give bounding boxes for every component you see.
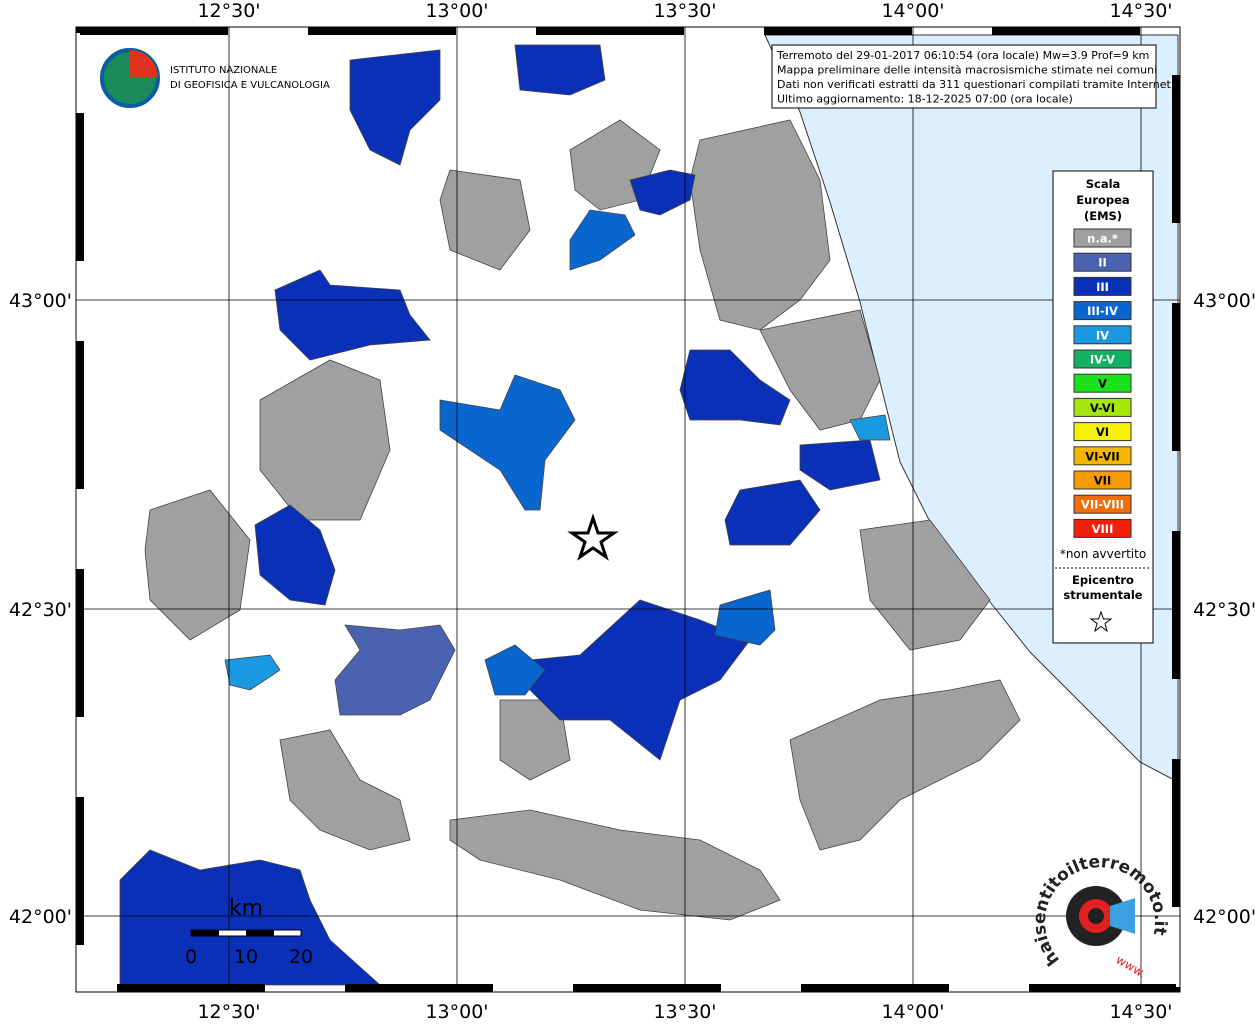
legend-swatch <box>1073 349 1132 369</box>
lon-label: 12°30' <box>197 0 260 22</box>
scale-unit: km <box>229 896 263 921</box>
lat-label: 43°00' <box>9 290 72 312</box>
legend-epicenter: Epicentro <box>1072 573 1134 587</box>
legend-label: VI <box>1096 425 1109 439</box>
lon-label: 13°00' <box>425 0 488 22</box>
municipality <box>449 809 781 921</box>
lon-label: 14°30' <box>1109 1001 1172 1023</box>
lat-label: 43°00' <box>1193 290 1255 312</box>
municipality <box>514 44 606 96</box>
info-line: Terremoto del 29-01-2017 06:10:54 (ora l… <box>776 49 1149 62</box>
legend-label: VII-VIII <box>1081 498 1124 512</box>
municipality <box>439 169 531 271</box>
graticule <box>76 27 1180 992</box>
scale-label: 10 <box>234 946 258 968</box>
badge-speaker <box>1110 898 1135 934</box>
municipality <box>859 519 991 651</box>
legend-label: VII <box>1094 474 1111 488</box>
logo-text: ISTITUTO NAZIONALE <box>170 65 277 76</box>
municipality <box>279 729 411 851</box>
municipality <box>789 679 1021 851</box>
legend-swatch <box>1073 422 1132 442</box>
municipality <box>849 414 891 441</box>
legend-label: III-IV <box>1087 304 1118 318</box>
badge-ring <box>1088 908 1104 924</box>
legend-swatch <box>1073 518 1132 538</box>
legend-swatch <box>1073 252 1132 272</box>
lon-label: 13°30' <box>653 0 716 22</box>
frame <box>75 26 1181 993</box>
legend-label: VIII <box>1092 522 1114 536</box>
lat-label: 42°00' <box>1193 906 1255 928</box>
logo: ISTITUTO NAZIONALE DI GEOFISICA E VULCAN… <box>100 48 330 108</box>
municipality <box>799 439 881 491</box>
lat-label: 42°30' <box>1193 599 1255 621</box>
epicenter-star <box>567 513 619 561</box>
municipality <box>714 589 776 646</box>
legend-swatch <box>1073 494 1132 514</box>
legend-swatch <box>1073 446 1132 466</box>
municipality <box>629 169 696 216</box>
legend-swatch <box>1073 397 1132 417</box>
lon-label: 12°30' <box>197 1001 260 1023</box>
legend-swatch <box>1073 276 1132 296</box>
scale-label: 0 <box>185 946 197 968</box>
lat-label: 42°30' <box>9 599 72 621</box>
legend-title: Europea <box>1076 193 1129 207</box>
municipality <box>144 489 251 641</box>
municipality <box>569 209 636 271</box>
info-line: Dati non verificati estratti da 311 ques… <box>777 78 1174 91</box>
municipality <box>439 374 576 511</box>
municipality <box>259 359 391 521</box>
legend-swatch <box>1073 301 1132 321</box>
legend-swatch <box>1073 373 1132 393</box>
legend-swatch <box>1073 470 1132 490</box>
municipality <box>724 479 821 546</box>
logo-text: DI GEOFISICA E VULCANOLOGIA <box>170 80 330 91</box>
municipality <box>334 624 456 716</box>
legend-swatch <box>1073 325 1132 345</box>
lon-label: 14°30' <box>1109 0 1172 22</box>
municipality <box>679 349 791 426</box>
lon-label: 14°00' <box>881 1001 944 1023</box>
legend-title: Scala <box>1086 177 1121 191</box>
lon-label: 14°00' <box>881 0 944 22</box>
legend-swatch <box>1073 228 1132 248</box>
legend-label: V-VI <box>1090 401 1115 415</box>
legend-title: (EMS) <box>1084 209 1122 223</box>
scale-label: 20 <box>289 946 313 968</box>
legend-label: III <box>1096 280 1109 294</box>
municipality <box>689 119 831 331</box>
legend-label: IV <box>1096 328 1109 342</box>
info-box <box>771 44 1157 109</box>
legend-label: VI-VII <box>1085 449 1120 463</box>
lon-label: 13°00' <box>425 1001 488 1023</box>
legend-label: II <box>1098 256 1107 270</box>
legend-epicenter: strumentale <box>1063 588 1142 602</box>
municipality <box>274 269 431 361</box>
scale-bar: km 0 10 20 <box>185 896 313 968</box>
legend-label: n.a.* <box>1087 232 1118 246</box>
lat-label: 42°00' <box>9 906 72 928</box>
municipality <box>484 644 546 696</box>
municipalities <box>119 44 1021 986</box>
municipality <box>349 49 441 166</box>
info-line: Ultimo aggiornamento: 18-12-2025 07:00 (… <box>777 93 1073 106</box>
municipality <box>254 504 336 606</box>
legend-label: IV-V <box>1090 353 1115 367</box>
legend-note: *non avvertito <box>1060 547 1146 561</box>
lon-label: 13°30' <box>653 1001 716 1023</box>
info-line: Mappa preliminare delle intensità macros… <box>777 64 1157 77</box>
legend-star <box>1089 610 1113 633</box>
legend-label: V <box>1098 377 1107 391</box>
logo-segment <box>130 50 158 78</box>
